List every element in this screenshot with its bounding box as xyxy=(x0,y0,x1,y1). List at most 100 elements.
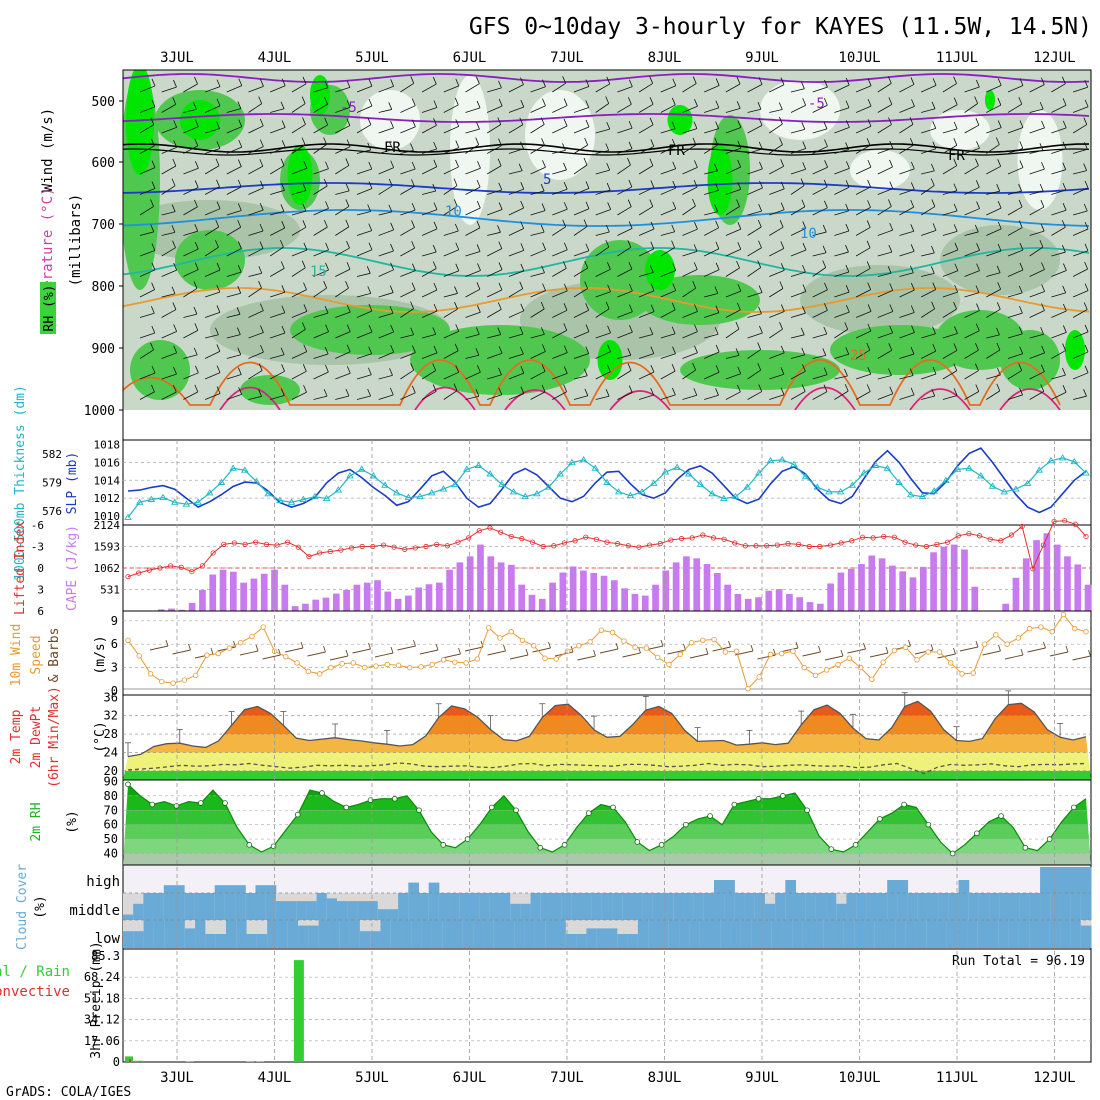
wind-barb xyxy=(378,142,394,154)
lifted-index-point xyxy=(966,530,972,537)
wind10-barb xyxy=(937,653,956,659)
cape-bar xyxy=(405,595,412,611)
wind-barb xyxy=(877,368,892,380)
rh2m-point xyxy=(197,800,204,806)
wind-barb xyxy=(204,344,221,359)
thickness-point xyxy=(276,496,284,503)
thickness-point xyxy=(684,470,693,477)
thickness-point xyxy=(825,488,833,495)
cloud-low-bar xyxy=(339,920,351,948)
wind-barb xyxy=(834,347,850,359)
wind10-speed-point xyxy=(260,624,266,630)
cloud-high-bar xyxy=(713,880,725,893)
pressure-tick-label: 900 xyxy=(92,342,115,357)
wind-barb xyxy=(725,242,742,257)
wind-barb xyxy=(638,327,654,339)
wind-barb xyxy=(617,385,633,400)
wind-barb xyxy=(356,346,373,359)
lifted-index-point xyxy=(434,541,440,547)
wind-barb xyxy=(899,77,915,93)
wind-barb xyxy=(964,158,979,175)
cape-bar xyxy=(178,609,186,611)
wind-barb xyxy=(834,285,850,298)
wind-barb xyxy=(183,384,199,400)
wind10-speed-point xyxy=(869,676,875,682)
rh2m-label: 2m RH xyxy=(29,802,44,841)
wind-barb xyxy=(291,260,306,277)
wind-barb xyxy=(790,364,806,380)
wind10-barb xyxy=(599,648,619,654)
lifted-index-point xyxy=(636,544,642,550)
wind-barb xyxy=(986,302,1001,318)
wind-barb xyxy=(530,117,545,134)
wind-barb xyxy=(638,387,654,400)
thickness-point xyxy=(509,488,518,495)
wind10-barb xyxy=(284,647,304,653)
wind-barb xyxy=(617,363,632,380)
rh2m-point xyxy=(925,821,932,828)
lifted-index-point xyxy=(678,536,685,542)
surface-wind-barb xyxy=(769,415,779,428)
wind-barb xyxy=(834,161,850,175)
thickness-point xyxy=(568,458,576,466)
cloud-middle-bar xyxy=(652,893,664,920)
wind10-speed-point xyxy=(902,644,909,651)
wind-barb xyxy=(465,327,480,339)
wind-barb xyxy=(812,348,827,359)
wind-barb xyxy=(855,367,872,380)
wind10-barb-tick xyxy=(345,649,349,657)
thickness-axis-label: 1000-500mb Thickness (dm) xyxy=(13,385,28,581)
wind-barb xyxy=(270,347,285,359)
wind10-barb-tick xyxy=(1065,645,1069,653)
wind-barb xyxy=(703,137,719,154)
wind-barb xyxy=(204,365,221,380)
cloud-low-bar xyxy=(246,934,258,948)
cloud-middle-bar xyxy=(571,893,583,920)
cape-bar xyxy=(744,598,752,611)
wind-barb xyxy=(465,161,481,175)
surface-wind-barb xyxy=(596,415,606,428)
wind-barb xyxy=(226,347,242,359)
wind-barb xyxy=(378,222,395,236)
surface-wind-barb xyxy=(162,415,172,428)
wind-barb xyxy=(443,286,458,298)
cloud-low-bar xyxy=(895,920,907,948)
wind-barb xyxy=(725,321,740,339)
lifted-index-point xyxy=(189,568,195,575)
pressure-tick-label: 600 xyxy=(92,156,115,171)
contour-label: -5 xyxy=(340,100,357,116)
wind-barb xyxy=(660,161,677,175)
cloud-low-bar xyxy=(668,920,680,948)
wind-barb xyxy=(682,345,698,359)
cape-bar xyxy=(580,570,587,611)
lifted-index-point xyxy=(199,563,206,569)
wind-barb xyxy=(487,387,503,400)
wind-barb xyxy=(226,139,243,154)
wind-barb xyxy=(1007,120,1024,134)
wind-barb xyxy=(964,363,979,380)
cloud-middle-bar xyxy=(785,893,797,920)
rh2m-point xyxy=(1022,844,1029,851)
surface-wind-barb xyxy=(639,415,649,428)
wind10-speed-point xyxy=(598,627,605,633)
cloud-high-bar xyxy=(887,880,898,893)
wind10-barb-tick xyxy=(1020,648,1024,656)
thickness-point xyxy=(1023,479,1032,486)
wind-barb xyxy=(877,159,893,175)
thickness-point xyxy=(474,461,483,468)
surface-wind-barb xyxy=(444,415,454,428)
wind-barb xyxy=(270,305,286,318)
wind-barb xyxy=(986,159,1002,175)
wind-barb xyxy=(986,97,1002,113)
wind-barb xyxy=(1072,117,1088,134)
wind-barb xyxy=(812,160,828,175)
thickness-point xyxy=(673,463,681,470)
li-tick: -3 xyxy=(31,541,44,554)
thickness-point xyxy=(766,456,775,464)
wind10-barb-tick xyxy=(705,647,709,655)
wind10-barb xyxy=(509,654,529,660)
wind10-barb xyxy=(419,649,439,655)
lifted-index-point xyxy=(253,539,259,545)
surface-wind-barb xyxy=(552,415,562,428)
cloud-middle-bar xyxy=(724,893,735,920)
